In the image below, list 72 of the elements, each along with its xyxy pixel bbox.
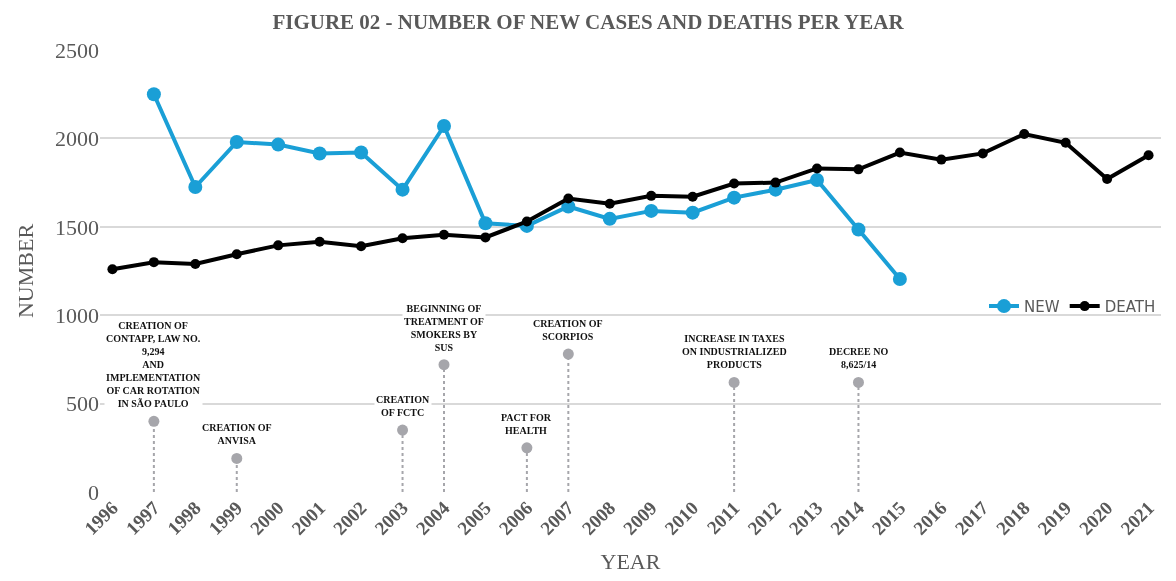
point (356, 241, 367, 252)
point (314, 236, 325, 247)
annotation: CREATION OF FCTC (376, 394, 430, 418)
point (231, 249, 242, 260)
annotation: PACT FOR HEALTH (501, 412, 552, 436)
x-tick-label: 2021 (1116, 497, 1159, 539)
point (602, 211, 617, 226)
point (727, 190, 742, 205)
annotation: BEGINNING OF TREATMENT OF SMOKERS BY SUS (404, 303, 484, 353)
point (1060, 137, 1071, 148)
point (148, 257, 159, 268)
y-tick-label: 2000 (55, 126, 99, 152)
point (271, 137, 286, 152)
point (770, 177, 781, 188)
point (437, 119, 451, 134)
y-tick-label: 2500 (55, 37, 99, 63)
point (894, 147, 905, 158)
legend-label: DEATH (1104, 297, 1156, 316)
point (397, 233, 408, 244)
point (812, 163, 822, 174)
y-tick-label: 500 (66, 391, 99, 417)
point (729, 178, 740, 189)
point (148, 415, 160, 427)
point (521, 442, 533, 454)
y-tick-label: 1000 (55, 302, 99, 328)
annotation: CREATION OF ANVISA (202, 422, 272, 446)
y-axis-title: NUMBER (12, 223, 38, 319)
point (190, 258, 201, 269)
y-tick-label: 0 (88, 479, 99, 505)
point (851, 222, 866, 237)
point (685, 205, 700, 220)
point (480, 232, 491, 243)
point (892, 271, 907, 286)
point (395, 182, 410, 197)
point (852, 376, 864, 388)
point (229, 134, 244, 149)
point (644, 203, 659, 218)
point (231, 452, 243, 464)
point (273, 240, 284, 251)
chart-title: FIGURE 02 - NUMBER OF NEW CASES AND DEATHS PER YEAR (272, 10, 905, 35)
point (563, 193, 574, 204)
point (853, 164, 864, 175)
point (521, 216, 532, 227)
point (438, 359, 450, 371)
y-tick-label: 1500 (55, 214, 99, 240)
point (439, 229, 449, 240)
annotation: DECREE NO 8,625/14 (829, 346, 889, 370)
point (354, 145, 369, 160)
point (562, 348, 574, 360)
annotation: CREATION OF SCORPIOS (533, 318, 603, 342)
point (107, 264, 118, 275)
point (1143, 150, 1154, 161)
point (188, 180, 203, 195)
point (1019, 128, 1030, 139)
annotation: INCREASE IN TAXES ON INDUSTRIALIZED PRODUCTS (682, 333, 787, 370)
x-tick-label: 2011 (702, 497, 744, 539)
legend-label: NEW (1024, 297, 1060, 316)
point (687, 191, 698, 202)
point (146, 87, 161, 102)
point (397, 424, 409, 436)
x-axis-title: YEAR (600, 548, 661, 574)
point (312, 146, 327, 161)
point (936, 154, 947, 165)
point (478, 216, 493, 231)
annotation: CREATION OF CONTAPP, LAW NO. 9,294 AND IMPLEMENTATION OF CAR ROTATION IN SÃO PAULO (106, 320, 201, 409)
point (604, 198, 615, 209)
point (810, 172, 824, 187)
point (977, 148, 988, 159)
x-tick-label: 2001 (287, 497, 330, 539)
point (646, 190, 657, 201)
point (728, 376, 740, 388)
point (1102, 174, 1113, 185)
